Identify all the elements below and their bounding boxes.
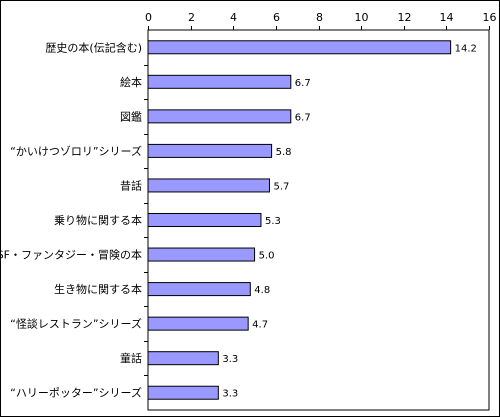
- data-label: 4.8: [254, 285, 270, 296]
- data-label: 14.2: [455, 43, 477, 54]
- bar: [147, 385, 219, 400]
- x-tick-label: 6: [273, 11, 280, 24]
- data-label: 6.7: [295, 78, 311, 89]
- bar: [147, 282, 251, 297]
- category-label: 歴史の本(伝記含む): [45, 40, 142, 54]
- x-tick-label: 8: [316, 11, 323, 24]
- category-label: 絵本: [120, 75, 142, 89]
- x-tick-label: 10: [355, 11, 369, 24]
- category-label: “かいけつゾロリ”シリーズ: [10, 144, 142, 158]
- category-label: “ハリーポッター”シリーズ: [10, 386, 142, 400]
- bar: [147, 316, 249, 331]
- data-label: 6.7: [295, 112, 311, 123]
- bar: [147, 74, 292, 89]
- bar: [147, 351, 219, 366]
- category-label: 昔話: [120, 178, 142, 192]
- data-label: 3.3: [222, 354, 238, 365]
- bar: [147, 109, 292, 124]
- x-tick-label: 14: [440, 11, 454, 24]
- bar: [147, 40, 452, 55]
- x-tick-label: 2: [188, 11, 195, 24]
- bar: [147, 143, 273, 158]
- category-label: SF・ファンタジー・冒険の本: [0, 248, 142, 262]
- data-label: 5.8: [276, 147, 292, 158]
- data-label: 5.3: [265, 216, 281, 227]
- category-label: 童話: [120, 351, 142, 365]
- data-label: 5.7: [273, 181, 289, 192]
- bar: [147, 247, 256, 262]
- bar: [147, 178, 270, 193]
- x-tick-label: 0: [145, 11, 152, 24]
- category-label: “怪談レストラン”シリーズ: [10, 317, 142, 331]
- x-tick-label: 16: [483, 11, 497, 24]
- data-label: 5.0: [259, 251, 275, 262]
- x-tick-label: 12: [398, 11, 412, 24]
- data-label: 3.3: [222, 389, 238, 400]
- category-label: 生き物に関する本: [54, 282, 142, 296]
- category-label: 図鑑: [120, 109, 142, 123]
- data-label: 4.7: [252, 320, 268, 331]
- category-label: 乗り物に関する本: [54, 213, 142, 227]
- bar: [147, 213, 262, 227]
- x-tick-label: 4: [230, 11, 237, 24]
